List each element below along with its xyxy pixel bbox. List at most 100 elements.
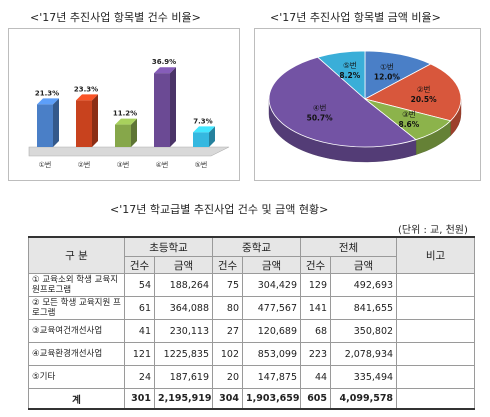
- pie-chart-panel: ①번 12.0% ②번 20.5% ③번 8.6% ④번 50.7% ⑤번 8.2%: [254, 28, 481, 181]
- bar-chart: 21.3% ①번 23.3% ②번 11.2% ③번 36.9% ④번 7.3% ⑤번: [28, 58, 230, 169]
- bar-3: [115, 118, 137, 147]
- total-label: 계: [28, 388, 125, 410]
- cell-middle-amount: 853,099: [242, 342, 302, 366]
- cell-note: [396, 273, 476, 297]
- cell-total-amount: 2,078,934: [330, 342, 398, 366]
- bar-top: [76, 94, 98, 101]
- bar-value-label: 23.3%: [74, 85, 98, 93]
- cell-middle-count: 102: [212, 342, 244, 366]
- cell-note: [396, 296, 476, 320]
- bar-side: [170, 67, 176, 147]
- cell-total-amount: 841,655: [330, 296, 398, 320]
- header-total: 전체: [300, 236, 398, 257]
- bar-4: [154, 67, 176, 147]
- table-row: ③교육여건개선사업 41 230,113 27 120,689 68 350,8…: [28, 319, 476, 343]
- cell-elementary-count: 54: [124, 273, 155, 297]
- total-count: 605: [300, 388, 332, 410]
- total-note: [396, 388, 476, 410]
- cell-elementary-count: 61: [124, 296, 155, 320]
- total-middle-amount: 1,903,659: [242, 388, 302, 410]
- bar-chart-panel: 21.3% ①번 23.3% ②번 11.2% ③번 36.9% ④번 7.3% ⑤번: [8, 28, 240, 181]
- cell-middle-count: 75: [212, 273, 244, 297]
- pie-slice-label: ④번: [313, 104, 327, 113]
- cell-total-count: 223: [300, 342, 332, 366]
- table-header-row: 구 분 초등학교 중학교 전체 비고: [28, 236, 476, 274]
- pie-slice-value: 8.6%: [398, 120, 419, 129]
- bar-1: [37, 98, 59, 147]
- subheader-count: 건수: [300, 256, 332, 274]
- total-elementary-count: 301: [124, 388, 155, 410]
- pie-slice-2: [363, 63, 462, 122]
- cell-elementary-amount: 188,264: [153, 273, 214, 297]
- bar-5: [193, 126, 215, 147]
- subheader-count: 건수: [124, 256, 155, 274]
- pie-slice-label: ①번: [380, 62, 394, 71]
- header-category: 구 분: [28, 236, 125, 274]
- pie-slice-label: ②번: [417, 85, 431, 94]
- pie-slice-value: 50.7%: [307, 114, 334, 123]
- cell-total-amount: 350,802: [330, 319, 398, 343]
- pie-slice-value: 20.5%: [411, 95, 438, 104]
- table-title: <'17년 학교급별 추진사업 건수 및 금액 현황>: [110, 203, 329, 216]
- bar-side: [53, 98, 59, 147]
- bar-front: [76, 100, 92, 147]
- cell-total-count: 129: [300, 273, 332, 297]
- total-amount: 4,099,578: [330, 388, 398, 410]
- bar-category-label: ④번: [156, 160, 169, 169]
- cell-total-count: 44: [300, 365, 332, 389]
- bar-value-label: 11.2%: [113, 110, 137, 118]
- cell-middle-amount: 304,429: [242, 273, 302, 297]
- header-middle: 중학교: [212, 236, 302, 257]
- cell-total-count: 141: [300, 296, 332, 320]
- bar-category-label: ③번: [117, 160, 130, 169]
- bar-top: [154, 67, 176, 74]
- pie-slice-1: [364, 50, 432, 100]
- table-row: ① 교육소외 학생 교육지원프로그램 54 188,264 75 304,429…: [28, 273, 476, 297]
- cell-elementary-amount: 187,619: [153, 365, 214, 389]
- bar-top: [37, 98, 59, 105]
- bar-top: [115, 118, 137, 125]
- bar-front: [193, 132, 209, 147]
- cell-note: [396, 319, 476, 343]
- row-category: ③교육여건개선사업: [28, 319, 125, 343]
- cell-middle-count: 20: [212, 365, 244, 389]
- cell-elementary-count: 121: [124, 342, 155, 366]
- cell-middle-amount: 147,875: [242, 365, 302, 389]
- bar-chart-title: <'17년 추진사업 항목별 건수 비율>: [30, 11, 201, 24]
- cell-middle-amount: 120,689: [242, 319, 302, 343]
- subheader-amount: 금액: [242, 256, 302, 274]
- row-category: ① 교육소외 학생 교육지원프로그램: [28, 273, 125, 297]
- bar-side: [92, 94, 98, 147]
- header-elementary: 초등학교: [123, 236, 214, 257]
- bar-2: [76, 94, 98, 147]
- table-row: ④교육환경개선사업 121 1225,835 102 853,099 223 2…: [28, 342, 476, 366]
- subheader-count: 건수: [212, 256, 244, 274]
- subheader-amount: 금액: [153, 256, 214, 274]
- pie-slice-value: 12.0%: [374, 72, 401, 81]
- bar-top: [193, 126, 215, 133]
- bar-chart-floor: [28, 146, 230, 157]
- subheader-amount: 금액: [330, 256, 398, 274]
- table-total-row: 계 301 2,195,919 304 1,903,659 605 4,099,…: [28, 388, 476, 410]
- bar-category-label: ⑤번: [195, 160, 208, 169]
- total-middle-count: 304: [212, 388, 244, 410]
- table-subheader-row: 건수 금액 건수 금액 건수 금액: [29, 256, 475, 274]
- cell-elementary-amount: 230,113: [153, 319, 214, 343]
- table-row: ⑤기타 24 187,619 20 147,875 44 335,494: [28, 365, 476, 389]
- cell-elementary-amount: 1225,835: [153, 342, 214, 366]
- pie-slice-4: [268, 56, 417, 148]
- cell-total-amount: 492,693: [330, 273, 398, 297]
- row-category: ② 모든 학생 교육지원 프로그램: [28, 296, 125, 320]
- bar-value-label: 7.3%: [193, 117, 212, 125]
- table-row: ② 모든 학생 교육지원 프로그램 61 364,088 80 477,567 …: [28, 296, 476, 320]
- bar-category-label: ②번: [78, 160, 91, 169]
- row-category: ④교육환경개선사업: [28, 342, 125, 366]
- bar-category-label: ①번: [39, 160, 52, 169]
- cell-middle-count: 27: [212, 319, 244, 343]
- cell-middle-amount: 477,567: [242, 296, 302, 320]
- cell-elementary-amount: 364,088: [153, 296, 214, 320]
- pie-slice-5: [316, 50, 366, 100]
- pie-slice-label: ③번: [402, 110, 416, 119]
- bar-side: [131, 118, 137, 147]
